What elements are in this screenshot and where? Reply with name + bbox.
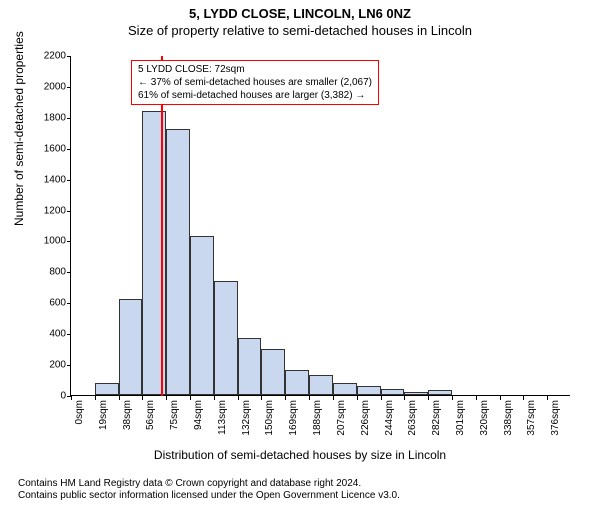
x-tick-mark (381, 396, 382, 400)
x-tick-label: 301sqm (455, 400, 466, 436)
annotation-box: 5 LYDD CLOSE: 72sqm← 37% of semi-detache… (131, 60, 379, 105)
y-tick-mark (67, 272, 71, 273)
y-tick-label: 400 (26, 329, 66, 340)
x-tick-mark (428, 396, 429, 400)
y-axis-label: Number of semi-detached properties (12, 31, 26, 226)
y-tick-mark (67, 56, 71, 57)
y-tick-mark (67, 180, 71, 181)
x-tick-label: 263sqm (407, 400, 418, 436)
x-tick-label: 338sqm (503, 400, 514, 436)
x-tick-mark (214, 396, 215, 400)
x-tick-label: 19sqm (98, 400, 109, 430)
x-tick-mark (404, 396, 405, 400)
x-tick-mark (357, 396, 358, 400)
x-axis-label: Distribution of semi-detached houses by … (0, 448, 600, 462)
x-tick-mark (119, 396, 120, 400)
x-tick-label: 113sqm (217, 400, 228, 435)
y-tick-label: 1400 (26, 174, 66, 185)
x-tick-mark (285, 396, 286, 400)
histogram-bar (357, 386, 381, 395)
x-tick-mark (333, 396, 334, 400)
y-tick-mark (67, 334, 71, 335)
y-tick-label: 600 (26, 298, 66, 309)
x-tick-label: 94sqm (193, 400, 204, 430)
x-tick-mark (190, 396, 191, 400)
x-tick-mark (523, 396, 524, 400)
histogram-bar (309, 375, 333, 395)
histogram-bar (238, 338, 262, 395)
plot-area: 0200400600800100012001400160018002000220… (70, 56, 570, 396)
x-tick-label: 0sqm (74, 400, 85, 424)
x-tick-mark (238, 396, 239, 400)
histogram-bar (214, 281, 238, 395)
histogram-bar (95, 383, 119, 395)
x-tick-mark (452, 396, 453, 400)
x-tick-label: 357sqm (526, 400, 537, 436)
x-tick-mark (500, 396, 501, 400)
annotation-line-2: ← 37% of semi-detached houses are smalle… (138, 76, 372, 89)
y-tick-mark (67, 303, 71, 304)
x-tick-label: 226sqm (360, 400, 371, 436)
x-tick-mark (476, 396, 477, 400)
x-tick-label: 38sqm (122, 400, 133, 430)
x-tick-mark (261, 396, 262, 400)
x-tick-mark (142, 396, 143, 400)
x-tick-mark (95, 396, 96, 400)
x-tick-label: 376sqm (550, 400, 561, 436)
y-tick-mark (67, 211, 71, 212)
y-tick-label: 200 (26, 360, 66, 371)
y-tick-label: 1600 (26, 143, 66, 154)
x-tick-label: 150sqm (264, 400, 275, 436)
y-tick-mark (67, 87, 71, 88)
y-tick-mark (67, 365, 71, 366)
y-tick-mark (67, 149, 71, 150)
histogram-bar (119, 299, 143, 395)
histogram-bar (261, 349, 285, 395)
chart-title-sub: Size of property relative to semi-detach… (0, 23, 600, 38)
x-tick-label: 282sqm (431, 400, 442, 436)
y-tick-mark (67, 241, 71, 242)
y-tick-label: 0 (26, 391, 66, 402)
x-tick-label: 244sqm (384, 400, 395, 436)
x-tick-mark (309, 396, 310, 400)
x-tick-mark (166, 396, 167, 400)
histogram-bar (285, 370, 309, 395)
histogram-bar (404, 392, 428, 395)
histogram-bar (381, 389, 405, 395)
x-tick-label: 207sqm (336, 400, 347, 436)
attribution-text: Contains HM Land Registry data © Crown c… (18, 478, 400, 502)
y-tick-label: 1800 (26, 112, 66, 123)
y-tick-label: 2200 (26, 51, 66, 62)
y-tick-label: 800 (26, 267, 66, 278)
attribution-line-2: Contains public sector information licen… (18, 490, 400, 502)
chart-title-main: 5, LYDD CLOSE, LINCOLN, LN6 0NZ (0, 6, 600, 21)
x-tick-label: 169sqm (288, 400, 299, 436)
annotation-line-1: 5 LYDD CLOSE: 72sqm (138, 63, 372, 76)
histogram-bar (428, 390, 452, 395)
x-tick-mark (547, 396, 548, 400)
x-tick-label: 188sqm (312, 400, 323, 436)
y-tick-label: 2000 (26, 81, 66, 92)
x-tick-label: 132sqm (241, 400, 252, 436)
x-tick-label: 75sqm (169, 400, 180, 430)
y-tick-label: 1200 (26, 205, 66, 216)
chart-container: 0200400600800100012001400160018002000220… (70, 56, 570, 396)
x-tick-mark (71, 396, 72, 400)
histogram-bar (166, 129, 190, 395)
y-tick-mark (67, 118, 71, 119)
x-tick-label: 56sqm (145, 400, 156, 430)
x-tick-label: 320sqm (479, 400, 490, 436)
attribution-line-1: Contains HM Land Registry data © Crown c… (18, 478, 400, 490)
annotation-line-3: 61% of semi-detached houses are larger (… (138, 89, 372, 102)
histogram-bar (333, 383, 357, 395)
histogram-bar (190, 236, 214, 395)
y-tick-label: 1000 (26, 236, 66, 247)
marker-line (161, 56, 163, 396)
